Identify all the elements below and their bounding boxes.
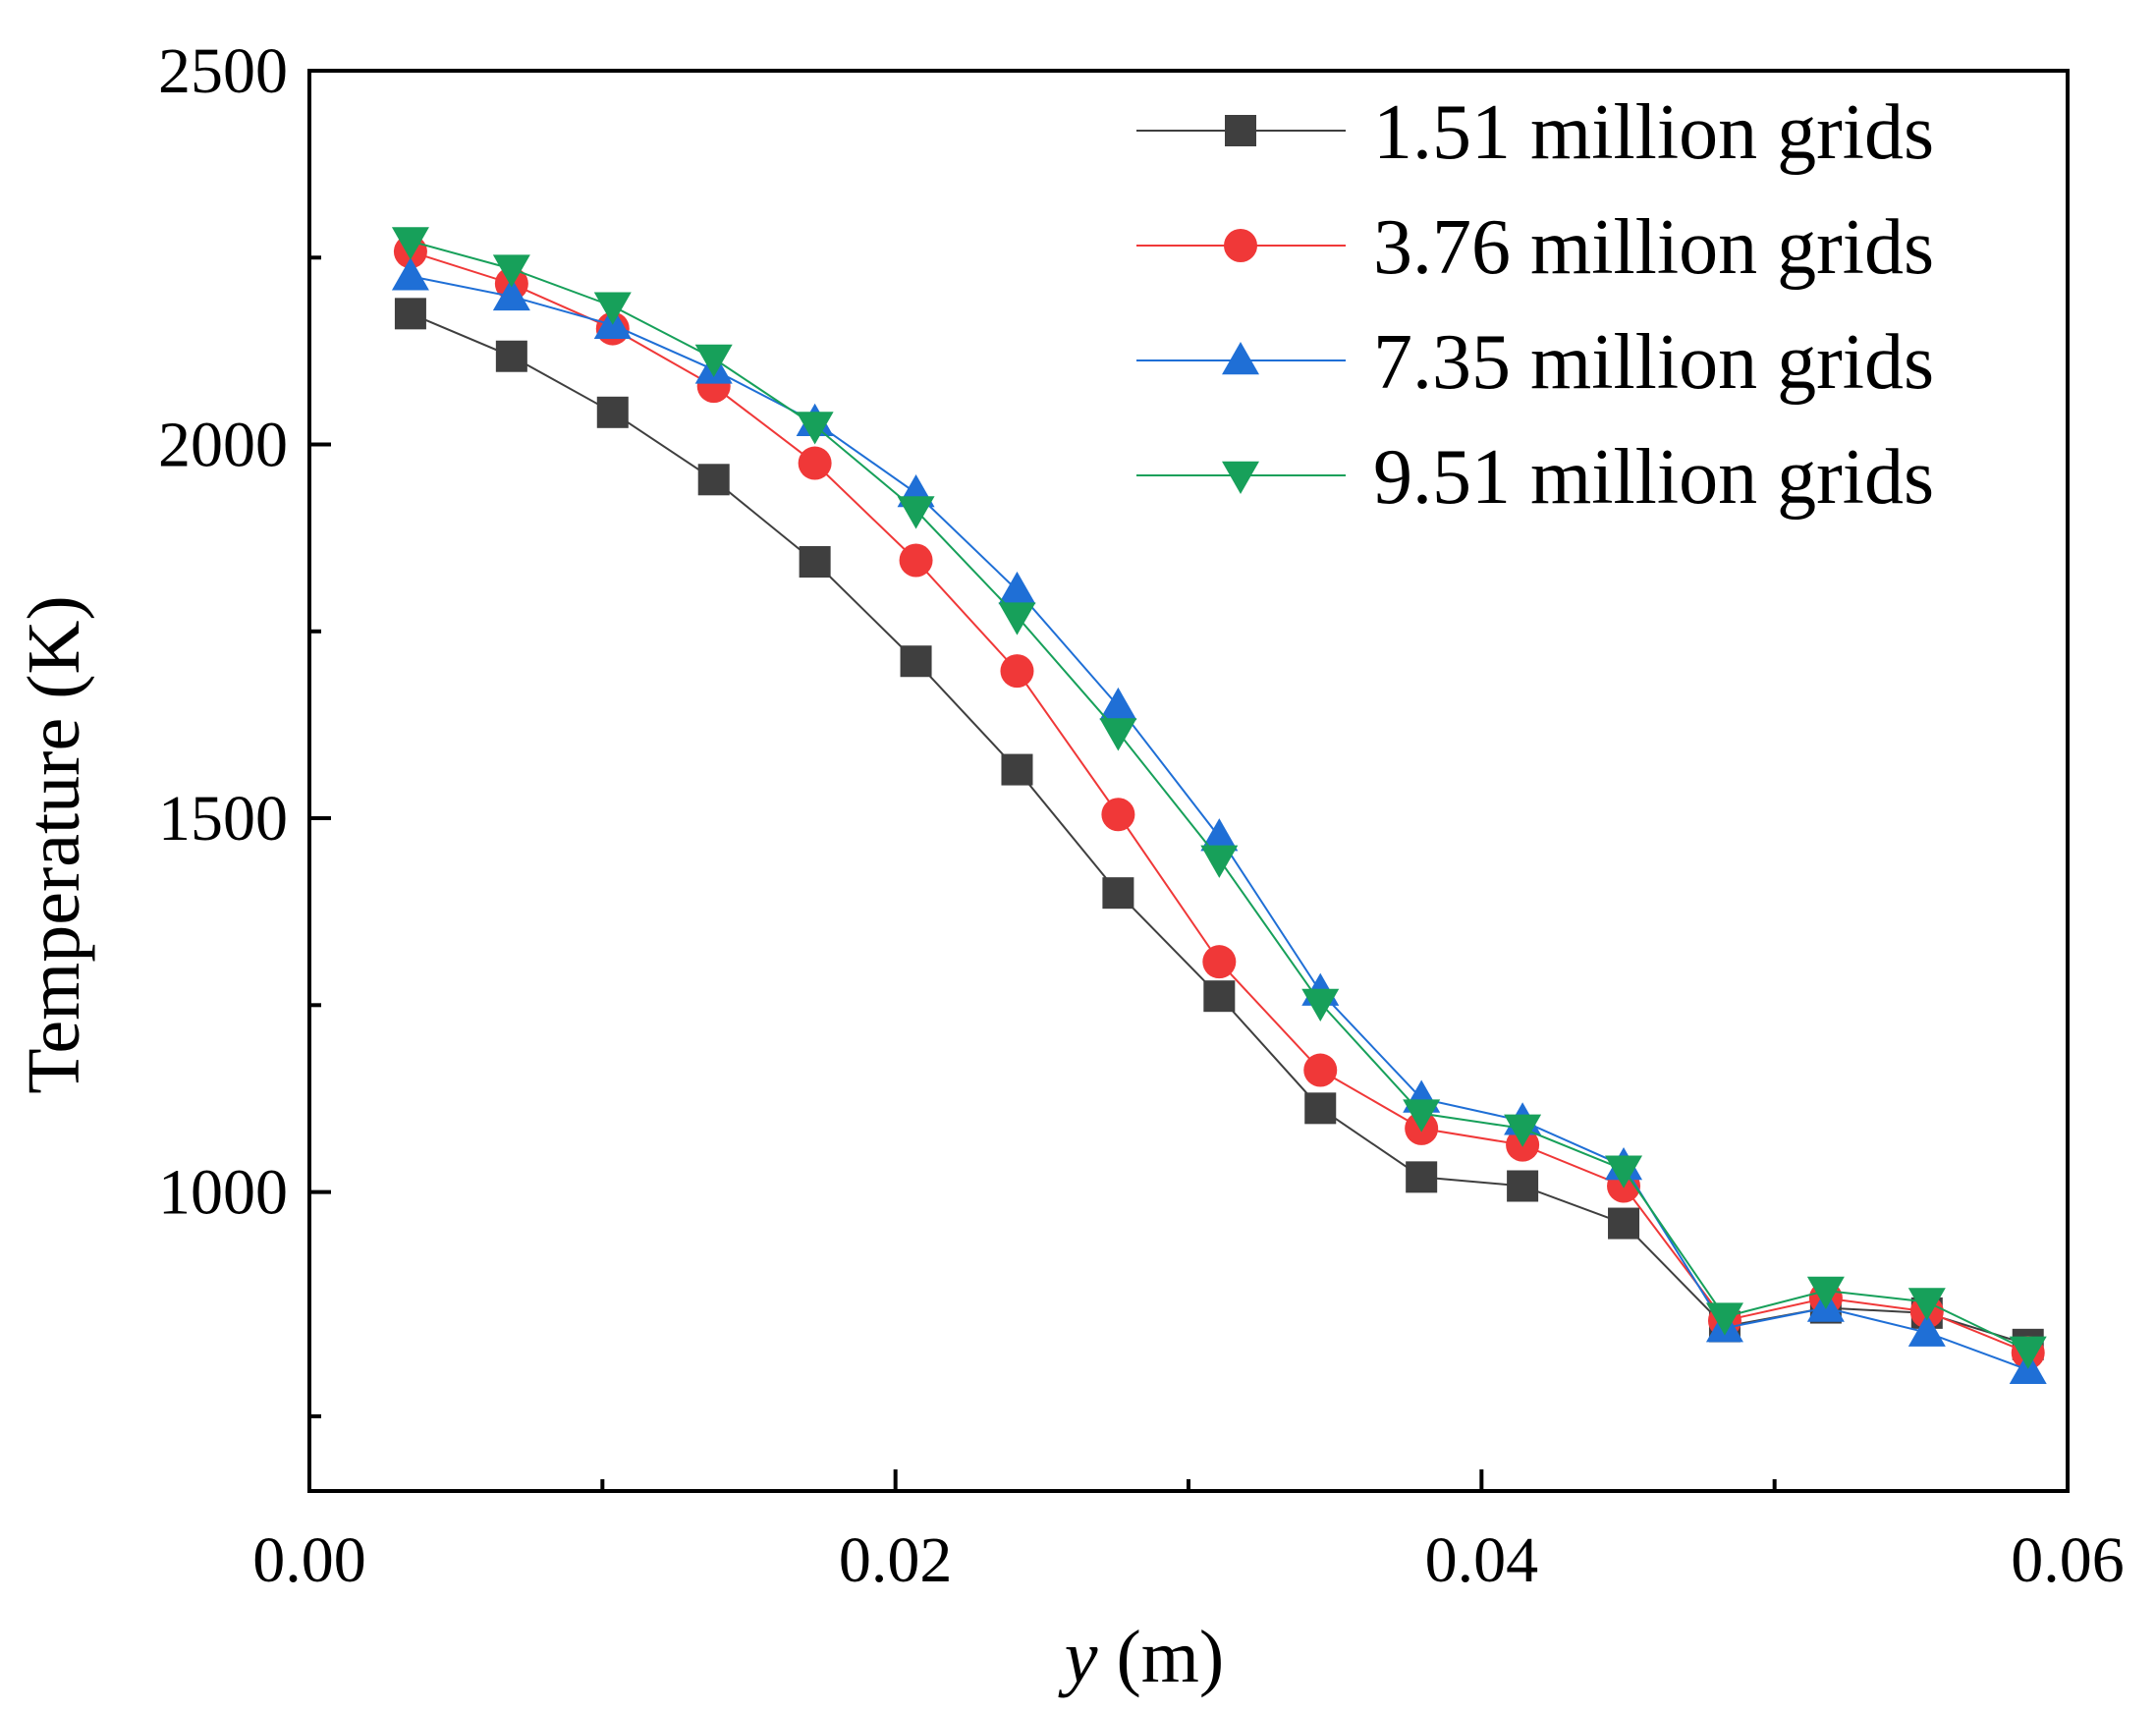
x-tick-label: 0.02 [839, 1524, 953, 1596]
legend-label: 1.51 million grids [1373, 89, 1934, 176]
y-tick-label: 1000 [158, 1157, 288, 1229]
data-point [998, 571, 1036, 605]
data-point [492, 254, 530, 288]
legend-marker [1222, 461, 1259, 494]
y-axis-title: Temperature (K) [13, 595, 95, 1093]
legend-item: 9.51 million grids [1136, 434, 1934, 521]
y-tick-label: 2500 [158, 35, 288, 107]
legend-label: 3.76 million grids [1373, 204, 1934, 291]
data-point [391, 257, 429, 291]
legend-item: 7.35 million grids [1136, 319, 1934, 406]
data-point [492, 277, 530, 311]
data-point [1806, 1276, 1845, 1310]
data-point [694, 344, 733, 378]
data-point [897, 496, 935, 529]
data-point [1200, 818, 1239, 852]
data-point [796, 412, 834, 445]
data-point [799, 546, 831, 579]
data-point [1304, 1092, 1337, 1125]
legend-label: 9.51 million grids [1373, 434, 1934, 521]
data-point [495, 340, 527, 372]
x-axis-variable: y [1058, 1616, 1098, 1698]
series-line [410, 250, 2029, 1354]
data-point [1301, 988, 1340, 1022]
axis-ticks: 0.00 0.02 0.04 0.06 1000 1500 2000 2500 [158, 35, 2125, 1596]
x-axis-unit: (m) [1098, 1616, 1225, 1698]
y-tick-label: 2000 [158, 410, 288, 481]
data-point [391, 227, 429, 260]
data-point [1099, 718, 1137, 751]
legend-item: 3.76 million grids [1136, 204, 1934, 291]
data-point [593, 292, 632, 325]
x-axis-title: y (m) [1058, 1616, 1224, 1698]
series-line [410, 240, 2029, 1352]
x-tick-label: 0.06 [2011, 1524, 2125, 1596]
data-point [900, 645, 932, 678]
data-point [899, 543, 933, 578]
data-point [1504, 1114, 1542, 1147]
data-point [2009, 1336, 2047, 1369]
legend-marker [1224, 229, 1257, 262]
data-point [1907, 1288, 1946, 1321]
data-point [1200, 845, 1239, 878]
data-point [1102, 877, 1134, 910]
data-point [1507, 1170, 1539, 1202]
data-point [1101, 798, 1135, 832]
legend-marker [1225, 115, 1256, 146]
data-point [394, 298, 426, 330]
data-point [1608, 1207, 1640, 1240]
data-point [1001, 753, 1033, 786]
data-point [1099, 687, 1137, 721]
data-point [798, 446, 832, 480]
x-tick-label: 0.00 [252, 1524, 366, 1596]
data-point [1303, 1053, 1338, 1087]
data-point [1203, 980, 1236, 1013]
series-layer [391, 227, 2047, 1384]
series-3 [391, 257, 2047, 1384]
y-tick-label: 1500 [158, 783, 288, 855]
data-point [697, 464, 730, 496]
legend-item: 1.51 million grids [1136, 89, 1934, 176]
legend-label: 7.35 million grids [1373, 319, 1934, 406]
data-point [596, 396, 629, 428]
legend-marker [1222, 342, 1259, 375]
data-point [1406, 1161, 1438, 1193]
data-point [1403, 1099, 1441, 1133]
series-4 [391, 227, 2047, 1369]
x-tick-label: 0.04 [1425, 1524, 1539, 1596]
data-point [1907, 1313, 1946, 1347]
data-point [1705, 1302, 1743, 1336]
legend: 1.51 million grids 3.76 million grids 7.35… [1136, 89, 1934, 521]
data-point [998, 602, 1036, 635]
data-point [1202, 945, 1237, 979]
data-point [1000, 654, 1034, 689]
data-point [1605, 1155, 1643, 1188]
